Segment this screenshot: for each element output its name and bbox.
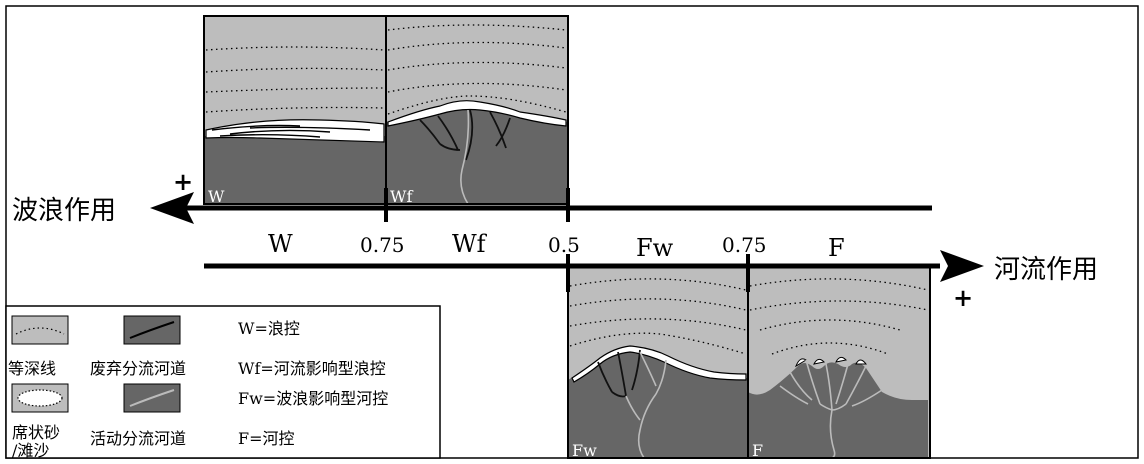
isobath-line — [205, 46, 385, 51]
isobath-line — [387, 95, 567, 115]
isobath-line — [569, 332, 747, 355]
isobath-icon — [15, 327, 65, 335]
isobath-line — [749, 300, 929, 311]
sheet-sand-bar — [387, 100, 567, 127]
panel-w — [203, 15, 387, 205]
wave-plus-sign: + — [173, 167, 193, 196]
isobath-line — [387, 24, 567, 31]
isobath-line — [387, 61, 567, 71]
isobath-line — [387, 41, 567, 51]
left-arrow-head — [150, 192, 194, 224]
panel-f-land — [748, 362, 928, 458]
active-channel — [625, 351, 667, 459]
legend-isobath-label: 等深线 — [8, 359, 56, 378]
legend-abandoned-channel-label: 废弃分流河道 — [90, 359, 186, 378]
legend-sheet-sand-label-2: /滩沙 — [12, 441, 49, 460]
active-channel — [779, 359, 883, 459]
tick-label-05: 0.5 — [548, 233, 580, 257]
panel-wf-border — [385, 15, 569, 205]
panel-fw — [567, 265, 749, 459]
abandoned-channel-icon — [129, 321, 175, 339]
isobath-line — [205, 87, 385, 93]
tick-label-075-right: 0.75 — [722, 233, 767, 257]
zone-label-fw: Fw — [636, 234, 674, 262]
zone-label-w: W — [268, 230, 293, 258]
panel-tag-fw: Fw — [572, 441, 597, 460]
panel-f — [747, 265, 931, 459]
river-action-label: 河流作用 — [994, 255, 1098, 285]
isobath-line — [387, 82, 567, 93]
legend-def-w: W=浪控 — [238, 319, 300, 338]
active-channel-icon — [129, 389, 175, 407]
isobath-line — [205, 106, 385, 113]
sheet-sand-bar — [794, 356, 868, 368]
abandoned-channel — [597, 349, 641, 398]
panel-w-land — [204, 136, 386, 204]
legend: W=浪控 等深线 废弃分流河道 Wf=河流影响型浪控 Fw=波浪影响型河控 席状… — [5, 305, 441, 460]
zone-label-f: F — [828, 234, 845, 262]
isobath-line — [205, 67, 385, 73]
legend-def-fw: Fw=波浪影响型河控 — [238, 389, 388, 408]
sheet-sand-bar — [571, 345, 747, 383]
tick-label-075-left: 0.75 — [360, 233, 405, 257]
panel-tag-w: W — [208, 187, 225, 206]
panel-tag-f: F — [752, 441, 763, 460]
isobath-line — [759, 319, 901, 331]
isobath-line — [569, 278, 747, 291]
isobath-line — [771, 342, 889, 355]
abandoned-channel — [419, 109, 511, 161]
wave-action-label: 波浪作用 — [12, 196, 116, 226]
zone-label-wf: Wf — [452, 230, 488, 258]
legend-def-f: F=河控 — [238, 429, 295, 448]
legend-active-channel-label: 活动分流河道 — [90, 429, 186, 448]
right-arrow-head — [940, 250, 984, 282]
legend-box — [5, 305, 441, 459]
legend-sheet-sand-label-1: 席状砂 — [12, 423, 60, 442]
isobath-line — [569, 318, 747, 331]
panel-tag-wf: Wf — [390, 187, 413, 206]
panel-wf-land — [386, 102, 568, 204]
isobath-line — [569, 298, 747, 311]
legend-def-wf: Wf=河流影响型浪控 — [238, 359, 386, 378]
sheet-sand-icon — [17, 389, 63, 407]
panel-wf — [385, 15, 569, 205]
active-channel — [460, 109, 470, 205]
abandoned-channel — [211, 124, 371, 138]
river-plus-sign: + — [953, 283, 973, 312]
isobath-swatch — [11, 315, 69, 345]
